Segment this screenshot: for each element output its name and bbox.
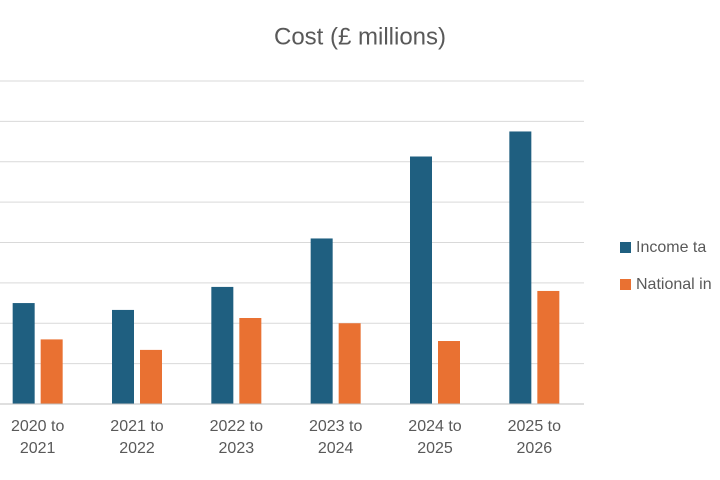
- bar: [211, 286, 234, 404]
- bar: [438, 341, 460, 404]
- bar: [537, 290, 560, 404]
- x-tick-label: 2025 to 2026: [507, 418, 562, 457]
- x-tick-label: 2021 to 2022: [110, 418, 164, 457]
- x-tick-label: 2022 to 2023: [209, 418, 264, 457]
- bar: [12, 303, 35, 404]
- bar: [310, 238, 333, 404]
- bar: [140, 349, 162, 404]
- chart-title: Cost (£ millions): [274, 23, 446, 50]
- bar: [410, 156, 432, 404]
- legend-label: Income ta: [636, 239, 706, 256]
- legend-swatch: [620, 242, 631, 253]
- x-tick-label: 2020 to 2021: [10, 418, 65, 457]
- bar: [509, 131, 532, 404]
- x-tick-label: 2023 to 2024: [308, 418, 363, 457]
- bar: [239, 318, 262, 404]
- legend-label: National in: [636, 276, 712, 293]
- x-tick-label: 2024 to 2025: [408, 418, 462, 457]
- bar: [112, 309, 134, 404]
- bar: [338, 323, 361, 404]
- legend-swatch: [620, 279, 631, 290]
- bar: [40, 339, 63, 404]
